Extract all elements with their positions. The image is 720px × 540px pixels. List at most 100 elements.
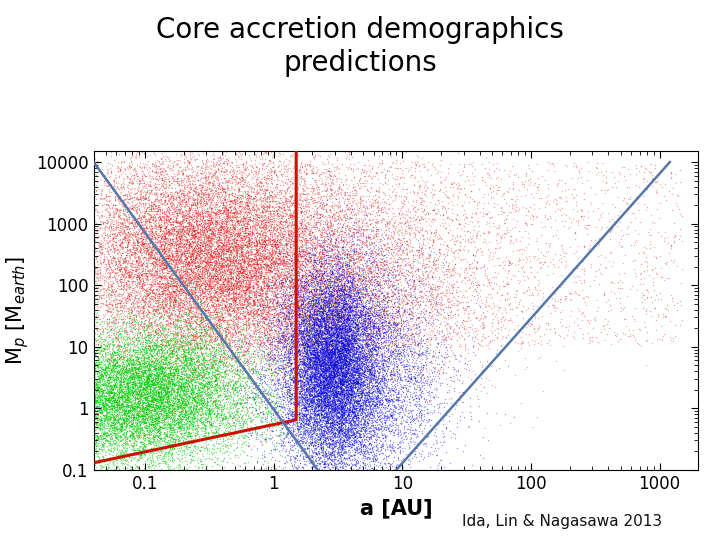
Point xyxy=(190,251,202,259)
Point xyxy=(412,205,423,213)
Point xyxy=(174,242,185,251)
Point xyxy=(242,197,253,206)
Point xyxy=(333,209,344,218)
Point xyxy=(402,456,414,464)
Point xyxy=(315,396,327,404)
Point xyxy=(131,391,143,400)
Point xyxy=(120,400,132,409)
Point xyxy=(215,415,227,424)
Point xyxy=(423,277,434,286)
Point xyxy=(315,381,326,389)
Point xyxy=(217,360,229,368)
Point xyxy=(288,206,300,215)
Point xyxy=(192,293,203,301)
Point xyxy=(299,334,310,343)
Point xyxy=(393,331,405,340)
Point xyxy=(294,191,306,200)
Point xyxy=(302,342,314,350)
Point xyxy=(312,341,323,349)
Point xyxy=(235,193,246,201)
Point xyxy=(230,213,242,222)
Point xyxy=(238,362,249,371)
Point xyxy=(320,298,332,306)
Point xyxy=(156,392,167,401)
Point xyxy=(168,407,179,415)
Point xyxy=(361,242,373,251)
Point xyxy=(288,258,300,267)
Point xyxy=(251,350,263,359)
Point xyxy=(414,384,426,393)
Point xyxy=(104,263,116,272)
Point xyxy=(222,384,234,393)
Point xyxy=(334,326,346,335)
Point xyxy=(115,157,127,166)
Point xyxy=(369,312,381,320)
Point xyxy=(287,246,298,254)
Point xyxy=(112,264,123,272)
Point xyxy=(156,308,167,316)
Point xyxy=(194,210,206,218)
Point xyxy=(319,365,330,374)
Point xyxy=(330,321,342,330)
Point xyxy=(205,251,217,260)
Point xyxy=(475,336,487,345)
Point xyxy=(312,323,323,332)
Point xyxy=(283,227,294,236)
Point xyxy=(240,237,251,246)
Point xyxy=(351,361,363,370)
Point xyxy=(327,230,338,239)
Point xyxy=(642,258,653,266)
Point xyxy=(338,213,350,222)
Point xyxy=(392,388,404,396)
Point xyxy=(285,320,297,328)
Point xyxy=(370,362,382,370)
Point xyxy=(180,318,192,327)
Point xyxy=(319,383,330,391)
Point xyxy=(161,211,173,220)
Point xyxy=(192,203,203,212)
Point xyxy=(511,310,523,319)
Point xyxy=(222,388,233,396)
Point xyxy=(260,302,271,310)
Point xyxy=(303,454,315,462)
Point xyxy=(132,399,144,407)
Point xyxy=(240,282,252,291)
Point xyxy=(305,333,316,341)
Point xyxy=(110,287,122,295)
Point xyxy=(373,391,384,400)
Point xyxy=(215,247,226,256)
Point xyxy=(318,413,330,421)
Point xyxy=(91,403,103,411)
Point xyxy=(646,265,657,273)
Point xyxy=(312,329,323,338)
Point xyxy=(186,215,198,224)
Point xyxy=(344,289,356,298)
Point xyxy=(237,219,248,228)
Point xyxy=(390,351,402,360)
Point xyxy=(183,289,194,298)
Point xyxy=(261,186,272,194)
Point xyxy=(334,451,346,460)
Point xyxy=(112,402,123,411)
Point xyxy=(423,400,434,409)
Point xyxy=(96,416,107,424)
Point xyxy=(331,355,343,364)
Point xyxy=(200,416,212,424)
Point xyxy=(158,246,169,254)
Point xyxy=(317,359,328,368)
Point xyxy=(238,241,250,249)
Point xyxy=(163,228,174,237)
Point xyxy=(179,197,191,206)
Point xyxy=(424,328,436,336)
Point xyxy=(350,398,361,407)
Point xyxy=(310,400,322,409)
Point xyxy=(281,341,292,349)
Point xyxy=(355,380,366,388)
Point xyxy=(336,405,347,414)
Point xyxy=(179,327,190,335)
Point xyxy=(315,321,327,329)
Point xyxy=(160,398,171,407)
Point xyxy=(259,330,271,339)
Point xyxy=(109,184,120,192)
Point xyxy=(240,313,251,322)
